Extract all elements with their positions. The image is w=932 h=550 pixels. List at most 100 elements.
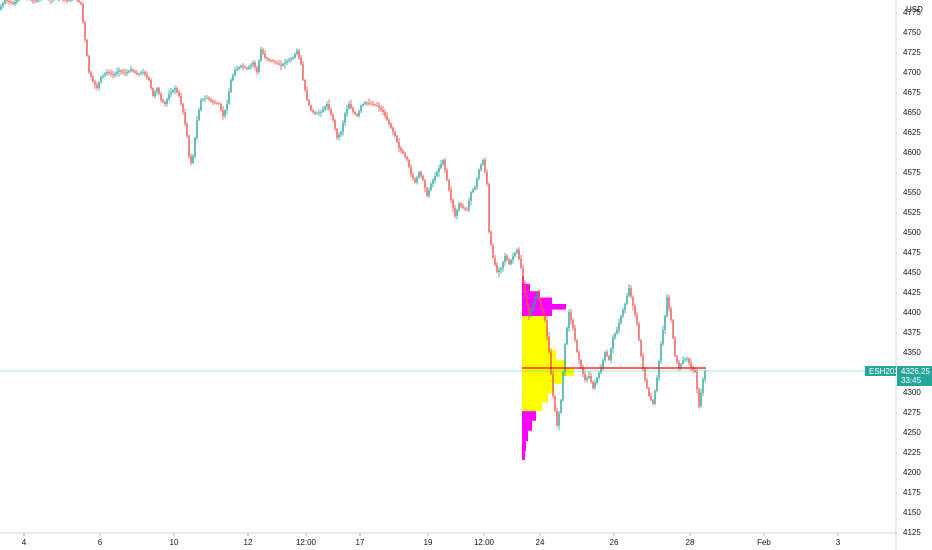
candle-body (506, 256, 508, 260)
candle-body (192, 156, 194, 163)
candle-body (674, 338, 676, 356)
candle-body (110, 73, 112, 75)
candle-body (392, 128, 394, 132)
candle-body (618, 322, 620, 330)
volume-profile (522, 276, 574, 460)
candle-body (538, 292, 540, 300)
candle-body (68, 0, 70, 1)
candle-body (630, 288, 632, 297)
candle-body (116, 72, 118, 74)
candle-body (230, 80, 232, 92)
candle-body (326, 104, 328, 107)
candle-body (186, 124, 188, 136)
candle-body (622, 310, 624, 316)
candle-body (182, 104, 184, 112)
candle-body (570, 312, 572, 320)
candle-body (90, 72, 92, 77)
candle-body (498, 270, 500, 272)
candle-body (202, 99, 204, 100)
candle-body (290, 58, 292, 60)
candle-body (310, 105, 312, 111)
candle-body (412, 174, 414, 179)
time-axis[interactable]: 4 6 10 12 12:00 17 19 12:00 24 26 28 Feb 3 (22, 533, 841, 547)
candle-body (134, 71, 136, 73)
candle-body (338, 134, 340, 138)
candle-body (346, 108, 348, 114)
candle-body (304, 80, 306, 90)
candle-body (654, 390, 656, 404)
candle-body (482, 160, 484, 165)
candle-body (380, 107, 382, 110)
candle-body (548, 336, 550, 352)
candle-body (510, 260, 512, 264)
candle-body (472, 189, 474, 192)
volume-profile-bar (522, 384, 554, 394)
y-tick-label: 4750 (903, 28, 921, 37)
candle-body (214, 102, 216, 104)
candle-body (408, 160, 410, 168)
candle-body (596, 377, 598, 383)
candle-body (284, 62, 286, 64)
candle-body (10, 2, 12, 3)
candle-body (390, 124, 392, 128)
candle-body (306, 90, 308, 100)
candle-body (416, 177, 418, 183)
candle-body (552, 374, 554, 396)
candle-body (530, 310, 532, 316)
candle-body (140, 72, 142, 74)
candle-body (210, 99, 212, 101)
candle-body (702, 379, 704, 393)
candle-body (2, 3, 4, 7)
candle-body (584, 374, 586, 380)
candle-body (0, 6, 2, 10)
volume-profile-bar (522, 376, 562, 384)
candle-body (404, 153, 406, 157)
candle-body (646, 380, 648, 388)
candle-body (468, 200, 470, 210)
candle-body (296, 50, 298, 54)
candle-body (160, 94, 162, 100)
candle-body (150, 80, 152, 88)
candle-body (204, 98, 206, 100)
candle-body (644, 368, 646, 380)
candle-body (32, 0, 34, 1)
candle-body (542, 308, 544, 314)
candle-body (378, 105, 380, 108)
candle-body (114, 73, 116, 76)
candle-body (424, 180, 426, 188)
candle-body (704, 371, 706, 380)
candle-body (544, 314, 546, 320)
candle-body (372, 104, 374, 105)
price-axis[interactable]: 4125415041754200422542504275430043254350… (903, 8, 921, 537)
candle-body (574, 328, 576, 340)
candle-body (232, 75, 234, 80)
candle-body (592, 382, 594, 388)
candle-body (102, 75, 104, 77)
candle-body (356, 114, 358, 116)
candle-body (614, 333, 616, 338)
volume-profile-bar (522, 326, 548, 338)
candle-body (14, 2, 16, 4)
candle-body (220, 104, 222, 110)
candle-body (678, 362, 680, 368)
candle-body (308, 100, 310, 106)
candle-body (652, 400, 654, 404)
volume-profile-bar (522, 393, 548, 403)
candle-body (664, 316, 666, 330)
candle-body (452, 200, 454, 208)
candle-body (348, 104, 350, 109)
candle-body (226, 104, 228, 110)
candle-body (632, 296, 634, 306)
candle-body (432, 180, 434, 184)
candle-body (276, 62, 278, 64)
candlestick-series (0, 0, 706, 431)
candle-body (682, 360, 684, 364)
y-tick-label: 4225 (903, 448, 921, 457)
y-tick-label: 4625 (903, 128, 921, 137)
candle-body (626, 296, 628, 304)
candle-body (466, 208, 468, 210)
y-tick-label: 4125 (903, 528, 921, 537)
candle-body (206, 97, 208, 99)
candle-body (100, 76, 102, 83)
